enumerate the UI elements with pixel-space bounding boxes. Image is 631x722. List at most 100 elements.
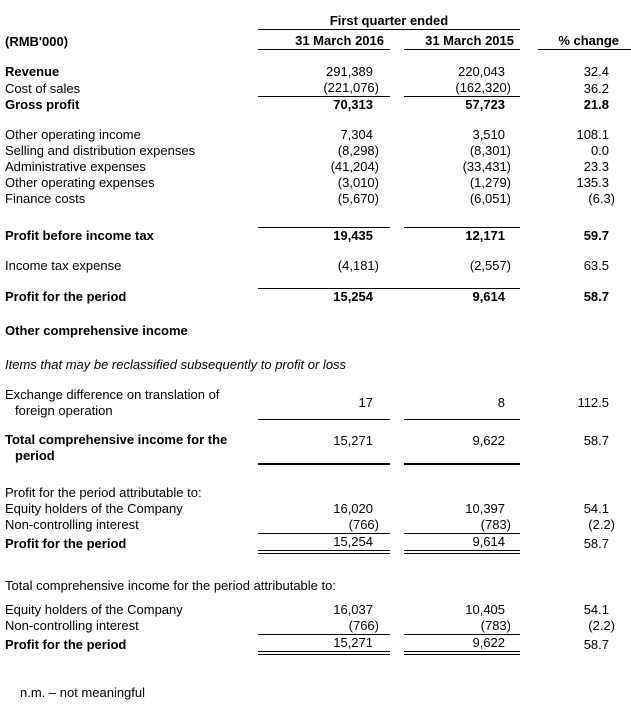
spacer — [0, 305, 631, 323]
exchange-difference-label: Exchange difference on translation of fo… — [0, 387, 258, 419]
spacer-row — [0, 113, 631, 127]
row-profit-before-tax: Profit before income tax 19,435 12,171 5… — [0, 227, 631, 245]
spacer-cell — [390, 602, 404, 618]
row-selling-expenses: Selling and distribution expenses (8,298… — [0, 143, 631, 159]
profit-equity-holders-2016-value: 16,020 — [333, 500, 373, 516]
header-row-period: First quarter ended — [0, 10, 631, 30]
spacer-row — [0, 244, 631, 258]
spacer-cell — [520, 10, 538, 30]
spacer-row — [0, 552, 631, 578]
profit-nci-change-value: (2.2) — [588, 517, 616, 532]
total-comprehensive-income-2016-value: 15,271 — [258, 431, 390, 465]
spacer-cell — [520, 30, 538, 50]
profit-before-tax-change-value: 59.7 — [583, 228, 610, 243]
row-tci-equity-holders: Equity holders of the Company 16,037 10,… — [0, 602, 631, 618]
tci-total-change-value: 58.7 — [583, 636, 610, 652]
spacer-cell — [390, 501, 404, 517]
spacer-cell — [390, 288, 404, 305]
row-cost-of-sales: Cost of sales (221,076) (162,320) 36.2 — [0, 80, 631, 97]
admin-expenses-label: Administrative expenses — [5, 159, 146, 174]
spacer-cell — [390, 80, 404, 97]
spacer — [0, 552, 631, 578]
spacer — [0, 373, 631, 387]
other-operating-expenses-label: Other operating expenses — [5, 175, 155, 190]
spacer-cell — [520, 228, 538, 245]
tci-equity-holders-change-value: 54.1 — [583, 601, 610, 617]
exchange-difference-change-value: 112.5 — [577, 395, 610, 410]
tci-total-label: Profit for the period — [5, 636, 127, 652]
row-tci-total: Profit for the period 15,271 9,622 58.7 — [0, 634, 631, 655]
finance-costs-label: Finance costs — [5, 191, 86, 206]
profit-before-tax-2016-value: 19,435 — [258, 227, 390, 244]
tci-equity-holders-2015-value: 10,405 — [465, 601, 506, 617]
exchange-difference-2016-value: 17 — [258, 387, 390, 420]
spacer-cell — [390, 258, 404, 274]
other-operating-income-label: Other operating income — [5, 127, 141, 142]
spacer-cell — [520, 289, 538, 306]
period-header: First quarter ended — [258, 10, 521, 30]
cost-of-sales-2016-value: (221,076) — [258, 80, 390, 97]
profit-total-2016-value: 15,254 — [258, 533, 390, 554]
row-total-comprehensive-income: Total comprehensive income for the perio… — [0, 431, 631, 465]
spacer-cell — [520, 432, 538, 464]
spacer-row — [0, 373, 631, 387]
tci-attributable-heading: Total comprehensive income for the perio… — [5, 577, 336, 593]
row-profit-nci: Non-controlling interest (766) (783) (2.… — [0, 516, 631, 534]
profit-nci-2015-value: (783) — [404, 516, 521, 534]
tci-total-2016-value: 15,271 — [258, 634, 390, 655]
other-operating-expenses-change-value: 135.3 — [576, 175, 610, 190]
column-header-change: % change — [538, 29, 631, 50]
column-header-2016: 31 March 2016 — [258, 29, 390, 50]
spacer-cell — [520, 517, 538, 534]
spacer — [0, 339, 631, 357]
row-profit-total: Profit for the period 15,254 9,614 58.7 — [0, 533, 631, 554]
income-tax-label: Income tax expense — [5, 258, 122, 273]
spacer-cell — [520, 159, 538, 175]
tci-nci-2015-value: (783) — [404, 617, 521, 635]
profit-equity-holders-change-value: 54.1 — [583, 500, 610, 516]
revenue-label: Revenue — [5, 64, 60, 79]
spacer-row — [0, 207, 631, 228]
spacer-cell — [520, 618, 538, 635]
spacer-row — [0, 464, 631, 485]
spacer-cell — [520, 501, 538, 517]
spacer-cell — [520, 191, 538, 207]
other-operating-expenses-2015-value: (1,279) — [469, 175, 512, 190]
finance-costs-2016-value: (5,670) — [337, 191, 379, 206]
row-tci-nci: Non-controlling interest (766) (783) (2.… — [0, 617, 631, 635]
profit-before-tax-2015-value: 12,171 — [404, 227, 521, 244]
column-header-2015: 31 March 2015 — [404, 29, 521, 50]
row-profit-for-period: Profit for the period 15,254 9,614 58.7 — [0, 288, 631, 306]
row-income-tax: Income tax expense (4,181) (2,557) 63.5 — [0, 258, 631, 274]
profit-before-tax-label: Profit before income tax — [5, 228, 154, 243]
admin-expenses-change-value: 23.3 — [583, 159, 610, 174]
spacer-cell — [390, 533, 404, 552]
income-tax-2016-value: (4,181) — [337, 258, 379, 273]
tci-total-2015-value: 9,622 — [404, 634, 521, 655]
total-comprehensive-income-label-line1: Total comprehensive income for the — [5, 431, 228, 447]
spacer — [0, 464, 631, 485]
row-admin-expenses: Administrative expenses (41,204) (33,431… — [0, 159, 631, 175]
other-operating-expenses-2016-value: (3,010) — [337, 175, 379, 190]
spacer-cell — [520, 602, 538, 618]
exchange-difference-label-line2: foreign operation — [15, 403, 113, 418]
admin-expenses-2016-value: (41,204) — [330, 159, 379, 174]
tci-equity-holders-label: Equity holders of the Company — [5, 601, 183, 617]
spacer-cell — [390, 634, 404, 653]
spacer-row — [0, 594, 631, 602]
row-revenue: Revenue 291,389 220,043 32.4 — [0, 64, 631, 80]
profit-total-2015-value: 9,614 — [404, 533, 521, 554]
income-tax-change-value: 63.5 — [583, 258, 610, 273]
spacer-cell — [390, 175, 404, 191]
gross-profit-2015-value: 57,723 — [465, 97, 506, 112]
finance-costs-change-value: (6.3) — [588, 191, 616, 206]
tci-equity-holders-2016-value: 16,037 — [333, 601, 373, 617]
exchange-difference-label-line1: Exchange difference on translation of — [5, 387, 220, 402]
total-comprehensive-income-change-value: 58.7 — [583, 432, 610, 448]
spacer — [0, 594, 631, 602]
spacer-cell — [390, 97, 404, 114]
spacer — [0, 274, 631, 289]
revenue-change-value: 32.4 — [583, 64, 610, 79]
profit-total-change-value: 58.7 — [583, 535, 610, 551]
